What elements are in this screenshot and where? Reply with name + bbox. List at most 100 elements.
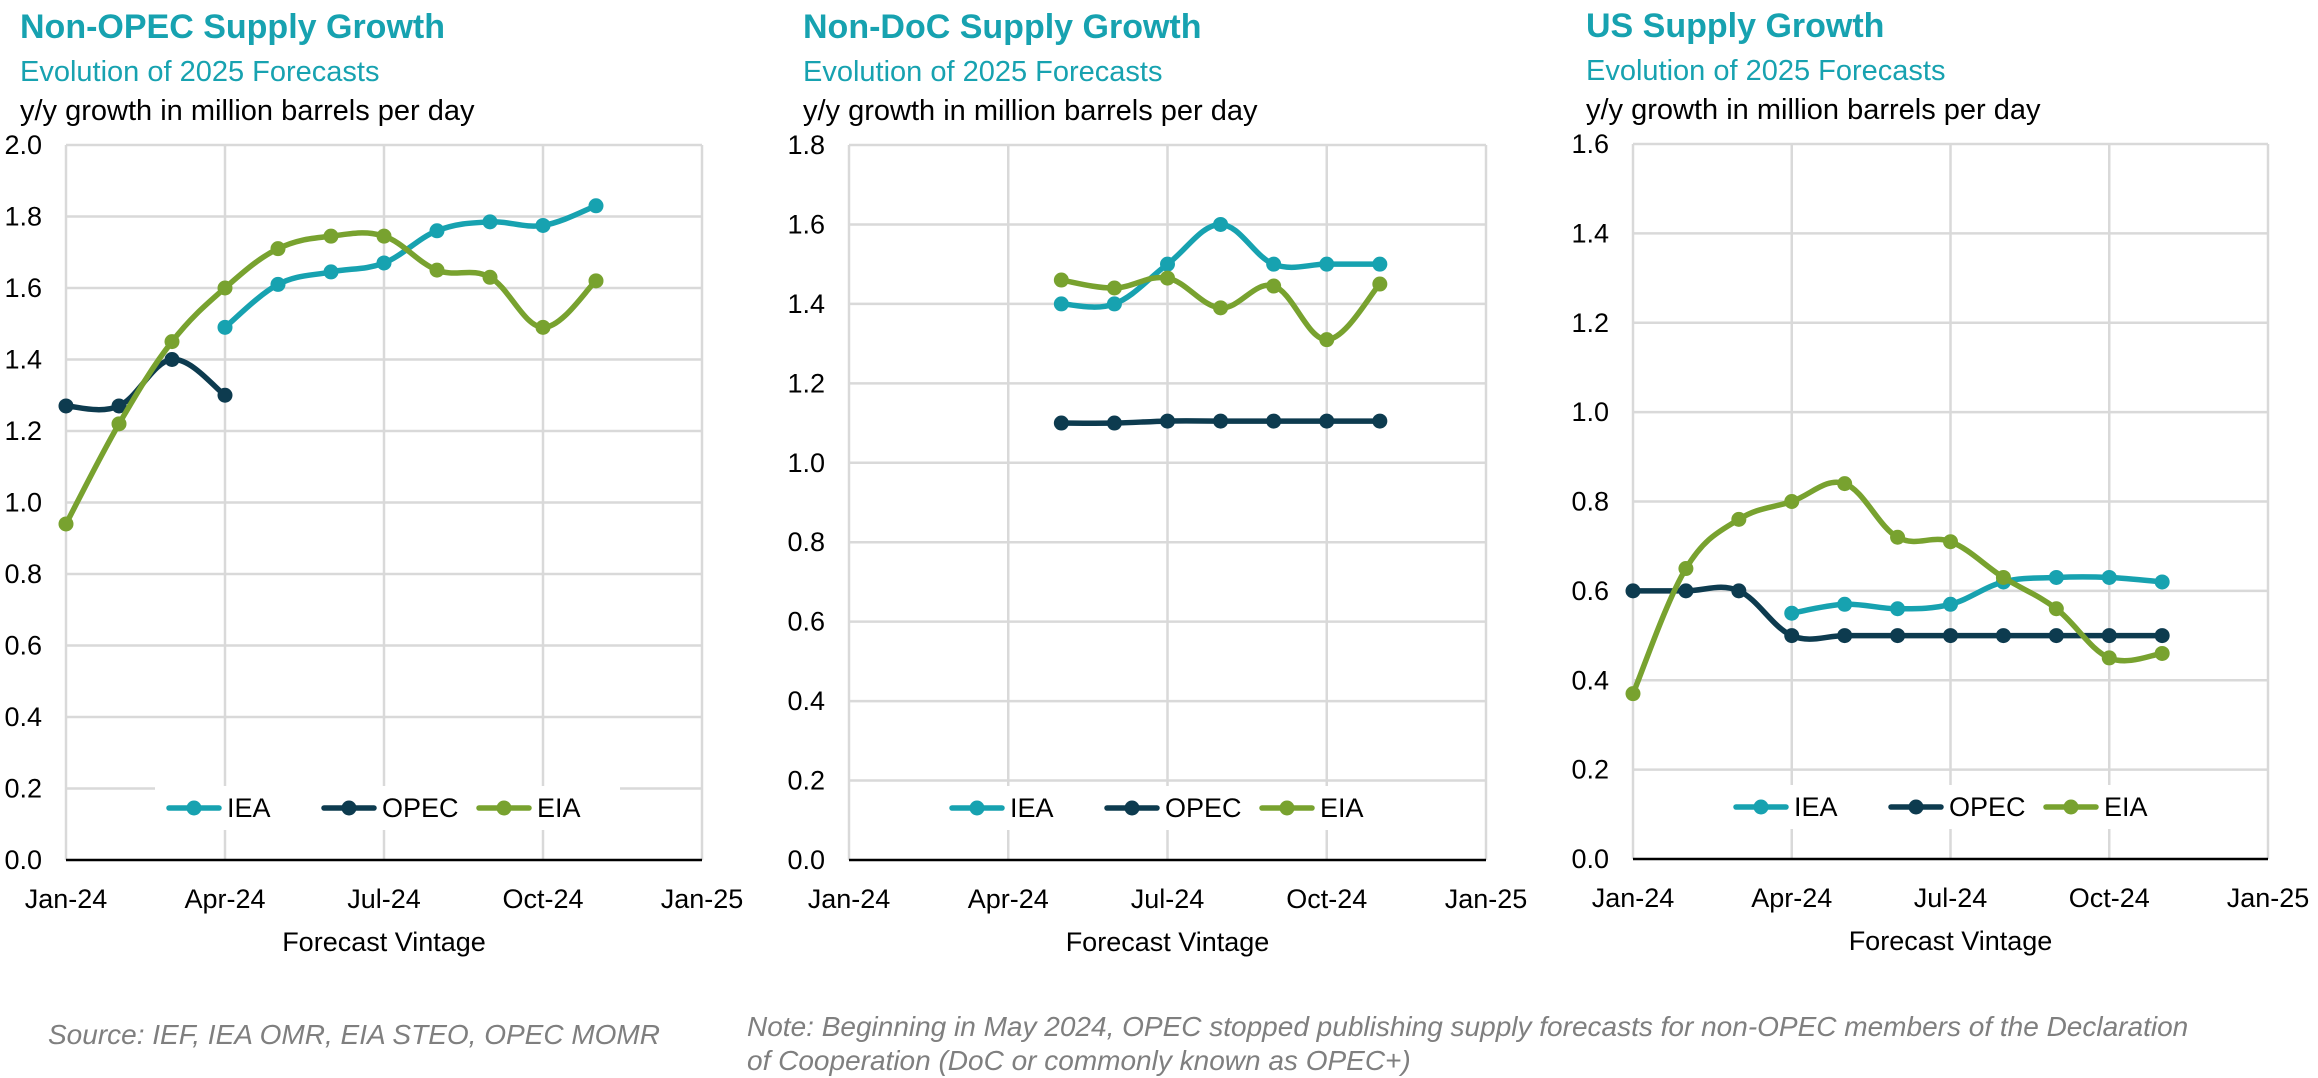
data-point-opec <box>1372 413 1388 429</box>
data-point-eia <box>270 241 286 257</box>
data-point-opec <box>2048 628 2064 644</box>
series-eia <box>1053 270 1388 348</box>
chart-title: Non-OPEC Supply Growth <box>20 8 445 46</box>
legend-label: OPEC <box>1165 793 1242 823</box>
series-iea <box>1784 569 2170 621</box>
source-note: Source: IEF, IEA OMR, EIA STEO, OPEC MOM… <box>48 1019 660 1050</box>
chart-subtitle: Evolution of 2025 Forecasts <box>20 56 379 88</box>
data-point-opec <box>1053 415 1069 431</box>
data-point-iea <box>376 255 392 271</box>
x-tick-label: Apr-24 <box>968 884 1049 914</box>
data-point-eia <box>164 334 180 350</box>
data-point-eia <box>588 273 604 289</box>
data-point-opec <box>1731 583 1747 599</box>
chart-units: y/y growth in million barrels per day <box>1586 94 2041 126</box>
data-point-iea <box>1943 596 1958 612</box>
series-iea <box>1053 216 1388 312</box>
data-point-eia <box>1890 529 1906 545</box>
legend-background <box>155 786 620 830</box>
x-tick-label: Oct-24 <box>502 884 583 914</box>
legend-background <box>1722 785 2187 829</box>
legend-item-iea: IEA <box>949 793 1054 823</box>
data-point-iea <box>323 264 339 280</box>
data-point-eia <box>217 280 233 296</box>
data-point-opec <box>1995 628 2011 644</box>
data-point-iea <box>1837 596 1853 612</box>
legend-label: IEA <box>1794 792 1838 822</box>
legend-swatch-marker <box>186 800 202 816</box>
data-point-iea <box>2048 569 2064 585</box>
data-point-opec <box>1837 628 1853 644</box>
data-point-eia <box>2048 601 2064 617</box>
data-point-eia <box>1106 280 1122 296</box>
data-point-eia <box>429 262 445 278</box>
legend-label: EIA <box>2104 792 2148 822</box>
series-opec <box>1625 583 2170 644</box>
data-point-iea <box>270 276 286 292</box>
data-point-eia <box>1784 494 1800 509</box>
chart-1: Non-OPEC Supply Growth Evolution of 2025 … <box>4 8 743 957</box>
y-tick-label: 0.2 <box>787 766 825 796</box>
data-point-iea <box>2101 569 2117 585</box>
legend-label: IEA <box>227 793 271 823</box>
data-point-opec <box>217 387 233 403</box>
doc-note-line-2: of Cooperation (DoC or commonly known as… <box>747 1045 1411 1076</box>
legend-swatch-marker <box>496 800 512 816</box>
data-point-opec <box>1160 413 1175 429</box>
data-point-eia <box>1266 278 1282 294</box>
chart-subtitle: Evolution of 2025 Forecasts <box>1586 55 1945 87</box>
legend-item-opec: OPEC <box>1104 793 1242 823</box>
legend-swatch-marker <box>341 800 357 816</box>
data-point-opec <box>58 398 74 414</box>
data-point-opec <box>1319 413 1335 429</box>
x-tick-label: Apr-24 <box>184 884 265 914</box>
data-point-eia <box>2101 650 2117 666</box>
y-tick-label: 1.4 <box>4 345 42 375</box>
legend-item-iea: IEA <box>166 793 271 823</box>
y-tick-label: 0.6 <box>787 607 825 637</box>
x-tick-label: Jan-24 <box>808 884 891 914</box>
y-tick-label: 1.6 <box>787 209 825 239</box>
y-tick-label: 0.4 <box>4 702 42 732</box>
y-tick-label: 0.2 <box>4 774 42 804</box>
y-tick-label: 1.2 <box>4 416 42 446</box>
data-point-iea <box>1213 216 1229 232</box>
chart-2: Non-DoC Supply Growth Evolution of 2025 F… <box>787 8 1527 957</box>
x-tick-label: Jan-25 <box>1445 884 1528 914</box>
doc-note-line-1: Note: Beginning in May 2024, OPEC stoppe… <box>747 1011 2189 1042</box>
data-point-iea <box>1266 256 1282 272</box>
series-opec <box>1053 413 1388 431</box>
data-point-opec <box>2154 628 2170 644</box>
y-tick-label: 0.2 <box>1571 755 1609 785</box>
chart-units: y/y growth in million barrels per day <box>20 95 475 127</box>
y-tick-label: 1.2 <box>787 368 825 398</box>
legend-swatch-marker <box>1908 799 1924 815</box>
chart-3: US Supply Growth Evolution of 2025 Foreca… <box>1571 7 2309 956</box>
x-tick-label: Oct-24 <box>2069 883 2150 913</box>
series-eia <box>1625 476 2170 702</box>
y-tick-label: 1.8 <box>787 130 825 160</box>
y-tick-label: 0.8 <box>1571 487 1609 517</box>
data-point-opec <box>2101 628 2117 644</box>
data-point-iea <box>1053 296 1069 312</box>
data-point-eia <box>1837 476 1853 492</box>
y-tick-label: 0.6 <box>1571 576 1609 606</box>
y-tick-label: 1.0 <box>787 448 825 478</box>
grid <box>1633 142 2270 859</box>
legend-label: OPEC <box>382 793 459 823</box>
data-point-iea <box>2154 574 2170 590</box>
x-tick-label: Jul-24 <box>1914 883 1988 913</box>
data-point-eia <box>482 269 498 285</box>
data-point-eia <box>58 516 74 532</box>
chart-title: US Supply Growth <box>1586 7 1884 45</box>
data-point-iea <box>217 319 233 335</box>
legend-swatch-marker <box>1753 799 1769 815</box>
legend-label: EIA <box>1320 793 1364 823</box>
data-point-eia <box>1995 569 2011 585</box>
data-point-eia <box>111 416 127 432</box>
chart-subtitle: Evolution of 2025 Forecasts <box>803 56 1162 88</box>
x-tick-label: Apr-24 <box>1751 883 1832 913</box>
series-eia <box>58 228 604 532</box>
legend-item-opec: OPEC <box>1888 792 2026 822</box>
y-tick-label: 2.0 <box>4 130 42 160</box>
